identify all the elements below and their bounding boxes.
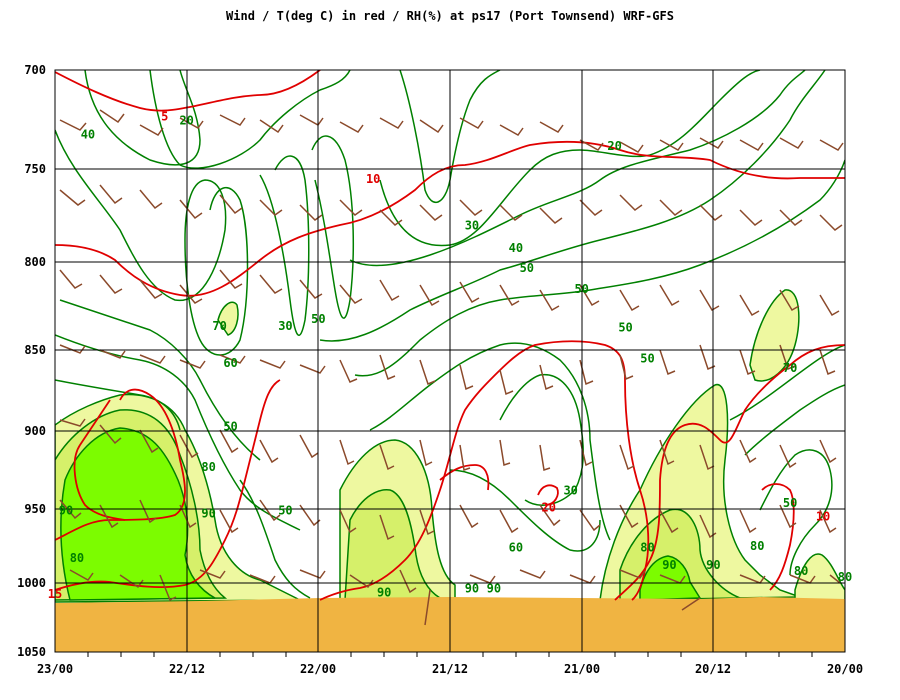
x-axis-ticks: 23/00 22/12 22/00 21/12 21/00 20/12 20/00 [37, 662, 863, 676]
x-tick-label: 20/12 [695, 662, 731, 676]
rh-contour-label: 90 [59, 503, 73, 517]
rh-contour-label: 40 [509, 241, 523, 255]
temperature-contour-labels: 51010151515202020 [48, 110, 831, 601]
rh-contour-label: 70 [783, 361, 797, 375]
rh-contour-label: 90 [662, 558, 676, 572]
rh-contour-label: 90 [201, 506, 215, 520]
y-tick-label: 1000 [17, 576, 46, 590]
wind-barbs [59, 109, 844, 626]
temperature-contour-label: 5 [161, 110, 168, 124]
rh-contour-label: 80 [750, 539, 764, 553]
rh-contour-label: 50 [640, 351, 654, 365]
rh-contour-lines [55, 70, 845, 599]
rh-contour-label: 80 [201, 460, 215, 474]
x-tick-label: 21/12 [432, 662, 468, 676]
rh-contour-label: 50 [311, 312, 325, 326]
rh-contour-label: 30 [465, 219, 479, 233]
plot-grid [54, 69, 846, 657]
rh-contour-label: 20 [607, 139, 621, 153]
x-tick-label: 23/00 [37, 662, 73, 676]
rh-contour-label: 40 [81, 127, 95, 141]
rh-contour-label: 90 [465, 581, 479, 595]
rh-contour-label: 90 [377, 585, 391, 599]
x-tick-label: 21/00 [564, 662, 600, 676]
rh-contour-label: 20 [179, 113, 193, 127]
rh-contour-label: 30 [278, 319, 292, 333]
temperature-contour-label: 20 [542, 500, 556, 514]
rh-contour-label: 50 [520, 261, 534, 275]
y-axis-ticks: 700 750 800 850 900 950 1000 1050 [17, 63, 46, 659]
rh-contour-label: 50 [223, 419, 237, 433]
y-tick-label: 800 [24, 255, 46, 269]
rh-contour-label: 80 [70, 551, 84, 565]
rh-contour-label: 80 [794, 564, 808, 578]
rh-contour-label: 90 [706, 558, 720, 572]
rh-contour-label: 60 [509, 540, 523, 554]
y-tick-label: 950 [24, 502, 46, 516]
temperature-contour-lines [55, 70, 845, 601]
y-tick-label: 850 [24, 343, 46, 357]
rh-contour-label: 60 [223, 356, 237, 370]
y-tick-label: 700 [24, 63, 46, 77]
chart-title: Wind / T(deg C) in red / RH(%) at ps17 (… [226, 9, 674, 23]
temperature-contour-label: 15 [48, 587, 62, 601]
rh-contour-label: 80 [640, 540, 654, 554]
rh-contour-label: 90 [487, 581, 501, 595]
rh-contour-label: 30 [563, 483, 577, 497]
rh-contour-label: 50 [574, 282, 588, 296]
rh-contour-label: 50 [278, 503, 292, 517]
rh-contour-labels: 40 20 70 30 50 60 50 80 90 50 90 80 30 40 50 50 50 20 50 30… [59, 113, 852, 599]
x-tick-label: 20/00 [827, 662, 863, 676]
x-tick-label: 22/12 [169, 662, 205, 676]
y-tick-label: 1050 [17, 645, 46, 659]
y-tick-label: 900 [24, 424, 46, 438]
rh-contour-label: 80 [838, 570, 852, 584]
rh-contour-label: 70 [212, 319, 226, 333]
rh-contour-label: 50 [783, 496, 797, 510]
x-tick-label: 22/00 [300, 662, 336, 676]
rh-contour-label: 50 [618, 321, 632, 335]
temperature-contour-label: 10 [816, 509, 830, 523]
y-tick-label: 750 [24, 162, 46, 176]
temperature-contour-label: 10 [366, 172, 380, 186]
